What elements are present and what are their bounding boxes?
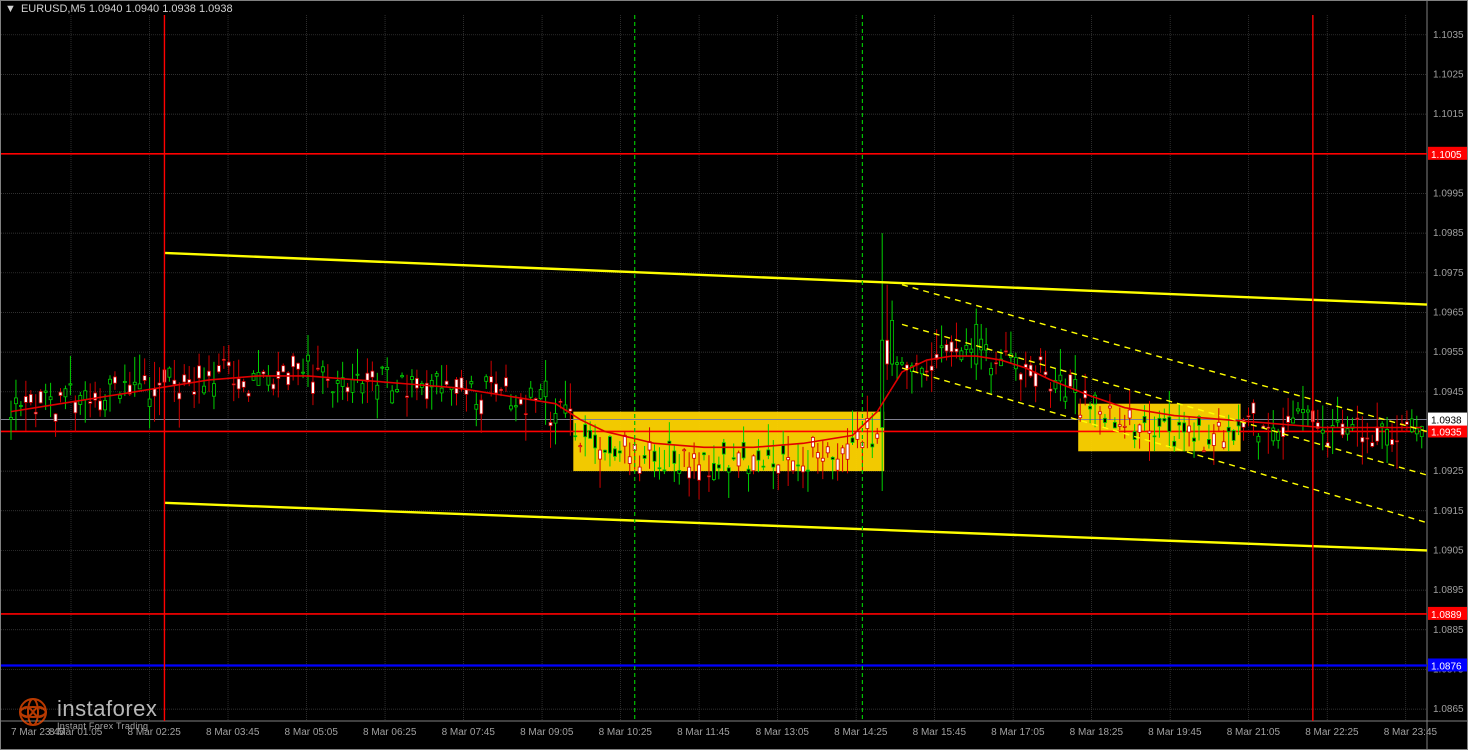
y-tick-label: 1.0925 xyxy=(1433,466,1464,477)
x-tick-label: 8 Mar 03:45 xyxy=(206,727,260,738)
x-tick-label: 8 Mar 10:25 xyxy=(599,727,653,738)
title-arrow-icon: ▼ xyxy=(5,3,16,15)
x-tick-label: 8 Mar 15:45 xyxy=(913,727,967,738)
chart-canvas[interactable]: 1.1035 1.1025 1.1015 1.1005 1.0995 1.0985 1.09… xyxy=(1,1,1468,750)
x-tick-label: 8 Mar 19:45 xyxy=(1148,727,1202,738)
x-tick-label: 8 Mar 09:05 xyxy=(520,727,574,738)
y-tick-label: 1.0865 xyxy=(1433,704,1464,715)
y-tick-label: 1.0995 xyxy=(1433,188,1464,199)
x-tick-label: 8 Mar 17:05 xyxy=(991,727,1045,738)
x-tick-label: 8 Mar 06:25 xyxy=(363,727,417,738)
y-tick-label: 1.0915 xyxy=(1433,506,1464,517)
y-tick-label: 1.0975 xyxy=(1433,268,1464,279)
x-tick-label: 8 Mar 22:25 xyxy=(1305,727,1359,738)
x-tick-label: 8 Mar 13:05 xyxy=(756,727,810,738)
y-tick-label: 1.1035 xyxy=(1433,30,1464,41)
svg-text:1.1005: 1.1005 xyxy=(1431,150,1462,161)
y-tick-label: 1.1015 xyxy=(1433,109,1464,120)
y-tick-label: 1.0885 xyxy=(1433,625,1464,636)
x-tick-label: 8 Mar 11:45 xyxy=(677,727,730,738)
y-tick-label: 1.0895 xyxy=(1433,585,1464,596)
ohlc-o: 1.0940 xyxy=(89,3,123,15)
y-tick-label: 1.0955 xyxy=(1433,347,1464,358)
x-tick-label: 8 Mar 21:05 xyxy=(1227,727,1281,738)
instaforex-logo-icon xyxy=(15,694,51,735)
watermark-tagline: Instant Forex Trading xyxy=(57,721,157,731)
svg-text:1.0935: 1.0935 xyxy=(1431,427,1462,438)
chart-symbol: EURUSD xyxy=(21,3,67,15)
x-tick-label: 8 Mar 07:45 xyxy=(442,727,496,738)
y-tick-label: 1.0945 xyxy=(1433,387,1464,398)
y-tick-label: 1.0965 xyxy=(1433,307,1464,318)
chart-title-bar: ▼ EURUSD,M5 1.0940 1.0940 1.0938 1.0938 xyxy=(5,3,233,15)
watermark-brand: instaforex xyxy=(57,698,157,720)
x-tick-label: 8 Mar 14:25 xyxy=(834,727,888,738)
svg-text:1.0889: 1.0889 xyxy=(1431,610,1462,621)
y-tick-label: 1.1025 xyxy=(1433,69,1464,80)
forex-chart[interactable]: ▼ EURUSD,M5 1.0940 1.0940 1.0938 1.0938 … xyxy=(0,0,1468,750)
x-tick-label: 8 Mar 05:05 xyxy=(285,727,339,738)
x-tick-label: 8 Mar 23:45 xyxy=(1384,727,1438,738)
y-tick-label: 1.0905 xyxy=(1433,545,1464,556)
svg-text:1.0876: 1.0876 xyxy=(1431,661,1462,672)
chart-timeframe: M5 xyxy=(70,3,85,15)
ohlc-c: 1.0938 xyxy=(199,3,233,15)
svg-text:1.0938: 1.0938 xyxy=(1431,416,1462,427)
x-tick-label: 8 Mar 18:25 xyxy=(1070,727,1124,738)
watermark: instaforex Instant Forex Trading xyxy=(15,694,157,735)
y-tick-label: 1.0985 xyxy=(1433,228,1464,239)
ohlc-h: 1.0940 xyxy=(126,3,160,15)
ohlc-l: 1.0938 xyxy=(162,3,196,15)
